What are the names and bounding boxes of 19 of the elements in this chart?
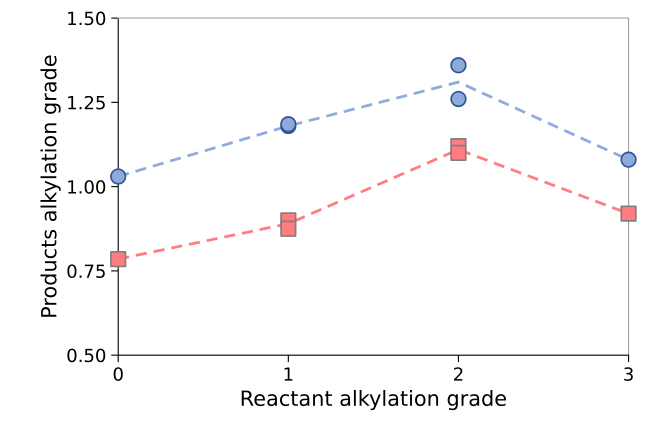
point xyxy=(450,57,467,74)
point xyxy=(450,90,467,108)
y-tick-label: 0.50 xyxy=(67,348,106,362)
point xyxy=(620,152,637,168)
x-tick-label: 0 xyxy=(114,367,123,381)
point xyxy=(110,250,126,268)
point xyxy=(620,205,637,222)
x-tick-label: 2 xyxy=(454,367,462,381)
x-tick-label: 1 xyxy=(284,368,292,381)
point xyxy=(110,168,126,185)
point xyxy=(280,220,296,237)
y-tick-label: 1.50 xyxy=(68,12,106,26)
x-tick-label: 3 xyxy=(624,367,633,381)
y-axis-title: Products alkylation grade xyxy=(40,56,61,317)
y-tick-label: 1.00 xyxy=(68,180,106,194)
x-axis-title: Reactant alkylation grade xyxy=(242,390,506,410)
y-tick-label: 1.25 xyxy=(68,96,105,110)
point xyxy=(450,144,467,162)
y-tick-label: 0.75 xyxy=(67,264,105,278)
